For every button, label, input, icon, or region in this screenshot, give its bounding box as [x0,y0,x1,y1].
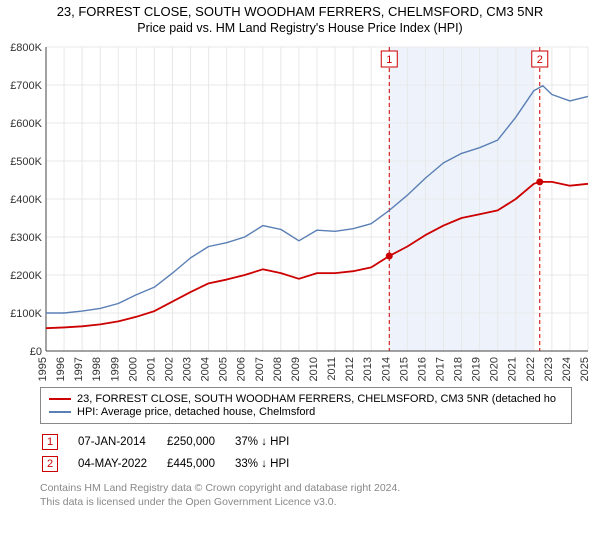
sale-price: £445,000 [167,454,233,474]
svg-text:1999: 1999 [109,357,121,381]
legend-swatch [49,398,71,400]
svg-text:2022: 2022 [525,357,537,381]
svg-text:1996: 1996 [55,357,67,381]
svg-text:2013: 2013 [362,357,374,381]
chart-title-block: 23, FORREST CLOSE, SOUTH WOODHAM FERRERS… [0,0,600,41]
sale-date: 04-MAY-2022 [78,454,165,474]
svg-text:1: 1 [386,54,392,66]
sale-marker: 2 [42,456,58,472]
svg-text:£300K: £300K [10,232,42,244]
chart-title-address: 23, FORREST CLOSE, SOUTH WOODHAM FERRERS… [8,4,592,19]
svg-text:2015: 2015 [398,357,410,381]
footer-line2: This data is licensed under the Open Gov… [40,496,572,510]
svg-text:2018: 2018 [453,357,465,381]
svg-text:2000: 2000 [127,357,139,381]
svg-text:2005: 2005 [218,357,230,381]
sale-marker: 1 [42,434,58,450]
price-chart: £0 £100K £200K £300K £400K £500K £600K £700K £80… [0,41,600,381]
svg-text:2011: 2011 [326,357,338,381]
sale-delta: 33% ↓ HPI [235,454,307,474]
sales-table: 1 07-JAN-2014£250,00037% ↓ HPI 2 04-MAY-202… [40,430,309,476]
svg-text:2019: 2019 [471,357,483,381]
footer-attribution: Contains HM Land Registry data © Crown c… [40,482,572,509]
sale-row: 1 07-JAN-2014£250,00037% ↓ HPI [42,432,307,452]
svg-text:2007: 2007 [254,357,266,381]
footer-line1: Contains HM Land Registry data © Crown c… [40,482,572,496]
svg-text:2: 2 [537,54,543,66]
legend-label: HPI: Average price, detached house, Chel… [77,406,315,418]
svg-text:2009: 2009 [290,357,302,381]
legend: 23, FORREST CLOSE, SOUTH WOODHAM FERRERS… [40,387,572,424]
svg-text:2014: 2014 [380,357,392,381]
legend-label: 23, FORREST CLOSE, SOUTH WOODHAM FERRERS… [77,393,556,405]
svg-text:2001: 2001 [145,357,157,381]
legend-item: HPI: Average price, detached house, Chel… [49,406,563,418]
svg-text:2002: 2002 [163,357,175,381]
svg-text:2025: 2025 [579,357,591,381]
svg-text:2017: 2017 [434,357,446,381]
chart-container: £0 £100K £200K £300K £400K £500K £600K £700K £80… [0,41,600,381]
svg-text:1998: 1998 [91,357,103,381]
sale-row: 2 04-MAY-2022£445,00033% ↓ HPI [42,454,307,474]
svg-text:2021: 2021 [507,357,519,381]
svg-text:2016: 2016 [416,357,428,381]
legend-swatch [49,411,71,413]
svg-text:2023: 2023 [543,357,555,381]
svg-text:2024: 2024 [561,357,573,381]
sale-delta: 37% ↓ HPI [235,432,307,452]
svg-text:2006: 2006 [236,357,248,381]
svg-text:£800K: £800K [10,42,42,54]
svg-text:2020: 2020 [489,357,501,381]
svg-text:£0: £0 [30,346,42,358]
sale-price: £250,000 [167,432,233,452]
svg-text:2008: 2008 [272,357,284,381]
svg-text:2004: 2004 [200,357,212,381]
svg-text:£500K: £500K [10,156,42,168]
svg-text:£600K: £600K [10,118,42,130]
svg-text:£400K: £400K [10,194,42,206]
svg-text:£200K: £200K [10,270,42,282]
svg-text:£100K: £100K [10,308,42,320]
sale-date: 07-JAN-2014 [78,432,165,452]
svg-text:1997: 1997 [73,357,85,381]
svg-text:1995: 1995 [37,357,49,381]
svg-text:£700K: £700K [10,80,42,92]
svg-text:2010: 2010 [308,357,320,381]
legend-item: 23, FORREST CLOSE, SOUTH WOODHAM FERRERS… [49,393,563,405]
chart-title-subtitle: Price paid vs. HM Land Registry's House … [8,21,592,35]
svg-text:2012: 2012 [344,357,356,381]
svg-text:2003: 2003 [182,357,194,381]
